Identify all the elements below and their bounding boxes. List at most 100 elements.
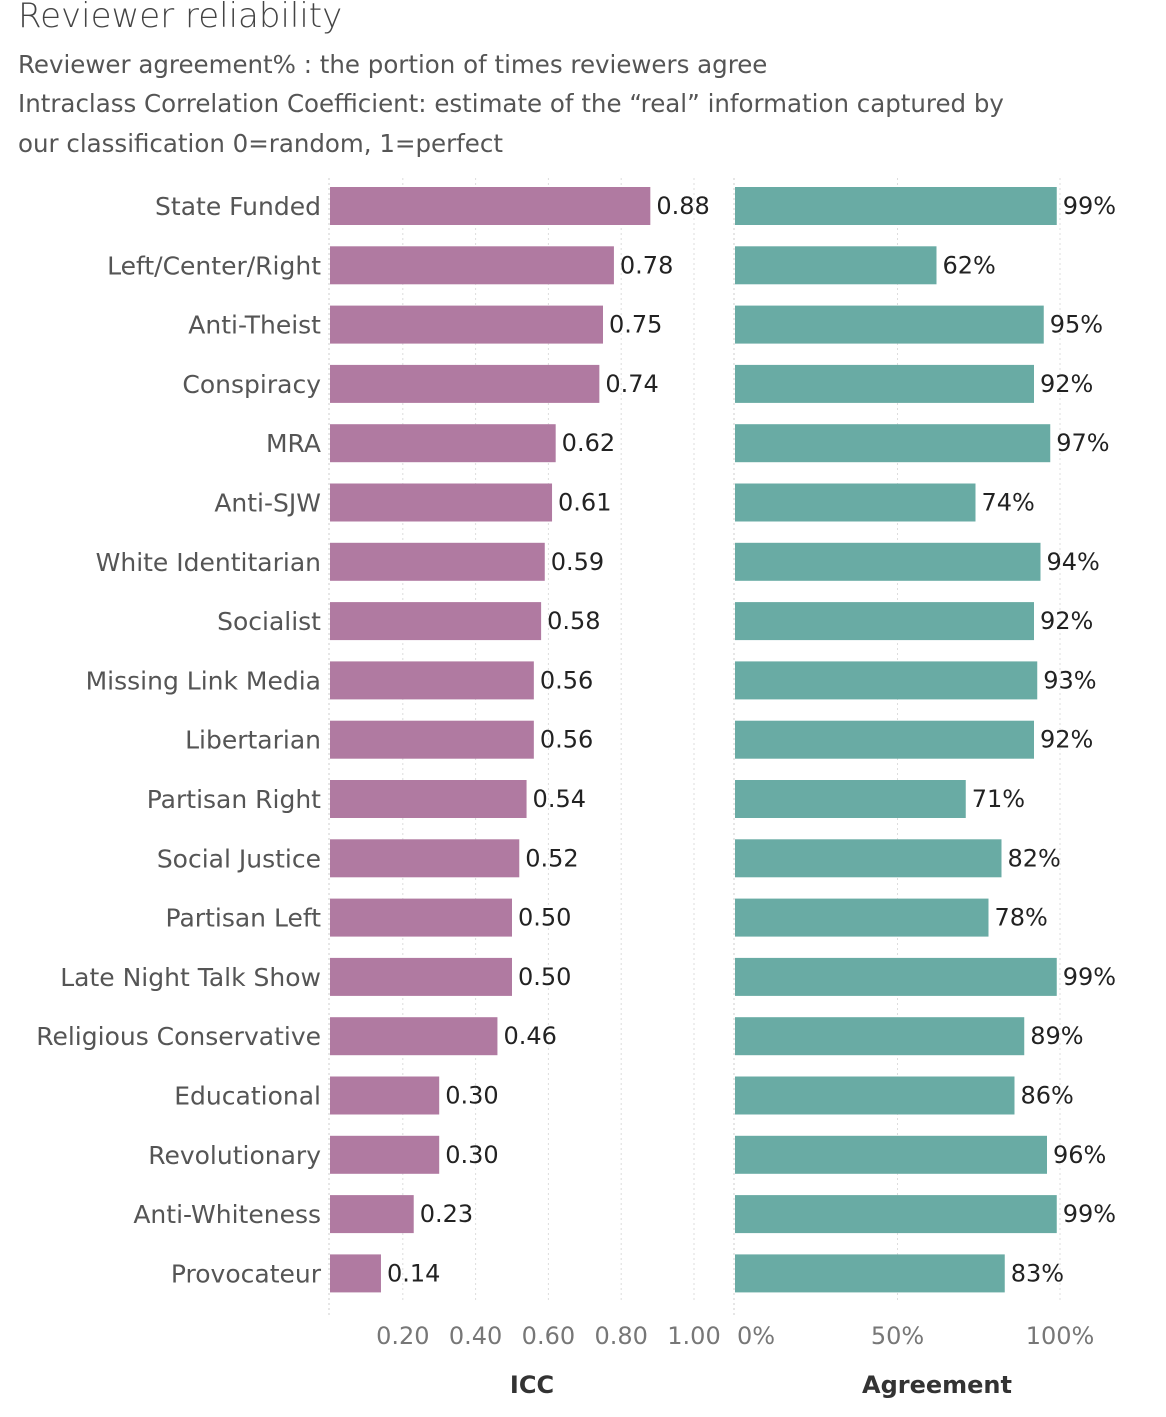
icc-bar bbox=[330, 720, 534, 759]
icc-value-label: 0.75 bbox=[609, 311, 662, 339]
icc-tick-label: 0.60 bbox=[522, 1322, 575, 1350]
icc-value-label: 0.52 bbox=[525, 844, 578, 872]
agreement-value-label: 86% bbox=[1021, 1082, 1074, 1110]
agreement-value-label: 83% bbox=[1011, 1259, 1064, 1287]
agreement-value-label: 92% bbox=[1040, 370, 1093, 398]
icc-bar bbox=[330, 542, 545, 581]
category-label: Late Night Talk Show bbox=[60, 963, 321, 992]
icc-value-label: 0.62 bbox=[562, 429, 615, 457]
agreement-bar bbox=[735, 246, 937, 285]
icc-tick-label: 1.00 bbox=[667, 1322, 720, 1350]
agreement-value-label: 97% bbox=[1056, 429, 1109, 457]
agreement-value-label: 93% bbox=[1043, 666, 1096, 694]
agreement-bar bbox=[735, 187, 1057, 225]
icc-bar bbox=[330, 246, 614, 285]
icc-value-label: 0.56 bbox=[540, 666, 593, 694]
agreement-value-label: 92% bbox=[1040, 726, 1093, 754]
category-label: Conspiracy bbox=[182, 370, 321, 399]
agreement-value-label: 95% bbox=[1050, 311, 1103, 339]
category-label: Libertarian bbox=[185, 726, 321, 755]
icc-value-label: 0.30 bbox=[445, 1082, 498, 1110]
subtitle-line-2: Intraclass Correlation Coefficient: esti… bbox=[18, 89, 1004, 118]
category-label: Educational bbox=[174, 1082, 321, 1111]
icc-value-label: 0.46 bbox=[503, 1022, 556, 1050]
agreement-bar bbox=[735, 602, 1034, 641]
agreement-bar bbox=[735, 542, 1041, 581]
category-label: Social Justice bbox=[157, 844, 321, 873]
icc-value-label: 0.59 bbox=[551, 548, 604, 576]
agreement-tick-label: 0% bbox=[737, 1322, 775, 1350]
category-label: Anti-SJW bbox=[214, 489, 321, 518]
agreement-value-label: 82% bbox=[1008, 844, 1061, 872]
icc-bar bbox=[330, 602, 542, 641]
agreement-bar bbox=[735, 957, 1057, 996]
icc-value-label: 0.54 bbox=[533, 785, 586, 813]
agreement-bar bbox=[735, 1135, 1047, 1174]
icc-value-label: 0.56 bbox=[540, 726, 593, 754]
category-label: Anti-Theist bbox=[188, 311, 321, 340]
agreement-bar bbox=[735, 780, 966, 818]
agreement-value-label: 94% bbox=[1047, 548, 1100, 576]
agreement-bar bbox=[735, 839, 1002, 878]
agreement-tick-label: 50% bbox=[871, 1322, 924, 1350]
icc-bar bbox=[330, 424, 556, 463]
category-label: Religious Conservative bbox=[36, 1022, 321, 1051]
agreement-value-label: 96% bbox=[1053, 1141, 1106, 1169]
agreement-bar bbox=[735, 483, 976, 522]
icc-value-label: 0.88 bbox=[656, 192, 709, 220]
icc-bar bbox=[330, 898, 512, 937]
category-label: Socialist bbox=[217, 607, 321, 636]
icc-bar bbox=[330, 661, 534, 700]
agreement-bar bbox=[735, 1017, 1025, 1056]
agreement-value-label: 62% bbox=[943, 251, 996, 279]
category-label: Left/Center/Right bbox=[107, 251, 321, 280]
agreement-bar bbox=[735, 1254, 1005, 1293]
icc-bar bbox=[330, 1254, 381, 1293]
icc-value-label: 0.30 bbox=[445, 1141, 498, 1169]
icc-bar bbox=[330, 1076, 440, 1115]
agreement-value-label: 99% bbox=[1063, 192, 1116, 220]
icc-bar bbox=[330, 1135, 440, 1174]
agreement-bar bbox=[735, 364, 1034, 403]
icc-bar bbox=[330, 1195, 414, 1234]
icc-value-label: 0.78 bbox=[620, 251, 673, 279]
agreement-value-label: 74% bbox=[982, 489, 1035, 517]
agreement-bar bbox=[735, 424, 1051, 463]
icc-tick-label: 0.80 bbox=[594, 1322, 647, 1350]
agreement-bar bbox=[735, 898, 989, 937]
icc-value-label: 0.74 bbox=[605, 370, 658, 398]
category-label: Anti-Whiteness bbox=[133, 1200, 321, 1229]
agreement-bar bbox=[735, 1076, 1015, 1115]
category-label: MRA bbox=[266, 429, 321, 458]
agreement-value-label: 92% bbox=[1040, 607, 1093, 635]
subtitle-line-1: Reviewer agreement% : the portion of tim… bbox=[18, 50, 768, 79]
icc-bar bbox=[330, 364, 600, 403]
agreement-value-label: 89% bbox=[1030, 1022, 1083, 1050]
agreement-bar bbox=[735, 305, 1044, 344]
icc-value-label: 0.14 bbox=[387, 1259, 440, 1287]
icc-value-label: 0.50 bbox=[518, 904, 571, 932]
icc-bar bbox=[330, 839, 520, 878]
icc-value-label: 0.58 bbox=[547, 607, 600, 635]
icc-value-label: 0.50 bbox=[518, 963, 571, 991]
agreement-value-label: 78% bbox=[995, 904, 1048, 932]
category-label: Partisan Right bbox=[147, 785, 321, 814]
category-label: State Funded bbox=[155, 192, 321, 221]
icc-bar bbox=[330, 780, 527, 818]
agreement-bar bbox=[735, 1195, 1057, 1234]
chart-title: Reviewer reliability bbox=[18, 0, 343, 36]
icc-tick-label: 0.40 bbox=[449, 1322, 502, 1350]
agreement-bar bbox=[735, 661, 1038, 700]
agreement-value-label: 99% bbox=[1063, 1200, 1116, 1228]
subtitle-line-3: our classification 0=random, 1=perfect bbox=[18, 129, 503, 158]
icc-value-label: 0.23 bbox=[420, 1200, 473, 1228]
agreement-value-label: 71% bbox=[972, 785, 1025, 813]
category-label: Provocateur bbox=[171, 1259, 322, 1288]
agreement-bar bbox=[735, 720, 1034, 759]
icc-value-label: 0.61 bbox=[558, 489, 611, 517]
icc-bar bbox=[330, 957, 512, 996]
category-label: White Identitarian bbox=[96, 548, 321, 577]
category-label: Partisan Left bbox=[166, 904, 322, 933]
category-label: Revolutionary bbox=[148, 1141, 321, 1170]
